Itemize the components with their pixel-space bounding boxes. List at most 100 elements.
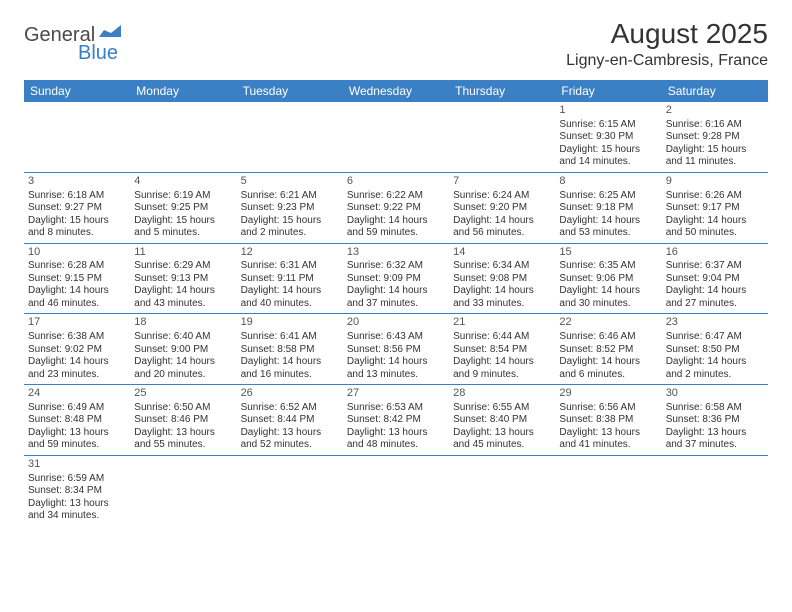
daylight-text: Daylight: 15 hours and 5 minutes. (134, 215, 232, 240)
sunset-text: Sunset: 9:30 PM (559, 131, 657, 144)
sunset-text: Sunset: 8:42 PM (347, 414, 445, 427)
day-number: 4 (134, 175, 232, 189)
calendar-day-empty (555, 455, 661, 525)
daylight-text: Daylight: 14 hours and 46 minutes. (28, 285, 126, 310)
sunrise-text: Sunrise: 6:22 AM (347, 190, 445, 203)
daylight-text: Daylight: 13 hours and 55 minutes. (134, 427, 232, 452)
calendar-week: 3Sunrise: 6:18 AMSunset: 9:27 PMDaylight… (24, 172, 768, 243)
sunrise-text: Sunrise: 6:25 AM (559, 190, 657, 203)
calendar-day: 30Sunrise: 6:58 AMSunset: 8:36 PMDayligh… (662, 385, 768, 456)
sunrise-text: Sunrise: 6:41 AM (241, 331, 339, 344)
sunset-text: Sunset: 9:18 PM (559, 202, 657, 215)
day-number: 18 (134, 316, 232, 330)
day-number: 16 (666, 246, 764, 260)
calendar-day-empty (343, 455, 449, 525)
calendar-day: 1Sunrise: 6:15 AMSunset: 9:30 PMDaylight… (555, 102, 661, 172)
calendar-day-empty (237, 455, 343, 525)
day-header: Monday (130, 80, 236, 102)
daylight-text: Daylight: 13 hours and 37 minutes. (666, 427, 764, 452)
day-number: 14 (453, 246, 551, 260)
day-number: 17 (28, 316, 126, 330)
calendar-day: 29Sunrise: 6:56 AMSunset: 8:38 PMDayligh… (555, 385, 661, 456)
calendar-day: 13Sunrise: 6:32 AMSunset: 9:09 PMDayligh… (343, 243, 449, 314)
day-number: 12 (241, 246, 339, 260)
calendar-day: 5Sunrise: 6:21 AMSunset: 9:23 PMDaylight… (237, 172, 343, 243)
day-number: 29 (559, 387, 657, 401)
calendar-table: SundayMondayTuesdayWednesdayThursdayFrid… (24, 80, 768, 526)
calendar-day: 27Sunrise: 6:53 AMSunset: 8:42 PMDayligh… (343, 385, 449, 456)
daylight-text: Daylight: 15 hours and 2 minutes. (241, 215, 339, 240)
day-number: 3 (28, 175, 126, 189)
sunset-text: Sunset: 8:50 PM (666, 344, 764, 357)
calendar-day: 20Sunrise: 6:43 AMSunset: 8:56 PMDayligh… (343, 314, 449, 385)
sunset-text: Sunset: 9:13 PM (134, 273, 232, 286)
calendar-day: 17Sunrise: 6:38 AMSunset: 9:02 PMDayligh… (24, 314, 130, 385)
day-number: 23 (666, 316, 764, 330)
daylight-text: Daylight: 14 hours and 30 minutes. (559, 285, 657, 310)
sunset-text: Sunset: 9:17 PM (666, 202, 764, 215)
calendar-day: 9Sunrise: 6:26 AMSunset: 9:17 PMDaylight… (662, 172, 768, 243)
day-header: Wednesday (343, 80, 449, 102)
logo-blue-text-wrap: Blue (24, 42, 118, 65)
day-number: 2 (666, 104, 764, 118)
day-header: Sunday (24, 80, 130, 102)
sunset-text: Sunset: 8:40 PM (453, 414, 551, 427)
calendar-day: 23Sunrise: 6:47 AMSunset: 8:50 PMDayligh… (662, 314, 768, 385)
day-number: 30 (666, 387, 764, 401)
day-number: 25 (134, 387, 232, 401)
sunrise-text: Sunrise: 6:47 AM (666, 331, 764, 344)
sunset-text: Sunset: 9:20 PM (453, 202, 551, 215)
sunrise-text: Sunrise: 6:28 AM (28, 260, 126, 273)
sunrise-text: Sunrise: 6:50 AM (134, 402, 232, 415)
sunset-text: Sunset: 8:48 PM (28, 414, 126, 427)
sunset-text: Sunset: 9:28 PM (666, 131, 764, 144)
sunrise-text: Sunrise: 6:24 AM (453, 190, 551, 203)
calendar-day-empty (130, 102, 236, 172)
calendar-day: 31Sunrise: 6:59 AMSunset: 8:34 PMDayligh… (24, 455, 130, 525)
sunset-text: Sunset: 9:00 PM (134, 344, 232, 357)
title-block: August 2025 Ligny-en-Cambresis, France (566, 18, 768, 70)
daylight-text: Daylight: 13 hours and 41 minutes. (559, 427, 657, 452)
calendar-day-empty (343, 102, 449, 172)
day-number: 20 (347, 316, 445, 330)
calendar-day: 3Sunrise: 6:18 AMSunset: 9:27 PMDaylight… (24, 172, 130, 243)
calendar-day: 2Sunrise: 6:16 AMSunset: 9:28 PMDaylight… (662, 102, 768, 172)
sunset-text: Sunset: 8:54 PM (453, 344, 551, 357)
sunset-text: Sunset: 8:56 PM (347, 344, 445, 357)
calendar-day: 6Sunrise: 6:22 AMSunset: 9:22 PMDaylight… (343, 172, 449, 243)
sunrise-text: Sunrise: 6:40 AM (134, 331, 232, 344)
sunset-text: Sunset: 9:11 PM (241, 273, 339, 286)
sunset-text: Sunset: 8:52 PM (559, 344, 657, 357)
day-header: Tuesday (237, 80, 343, 102)
daylight-text: Daylight: 14 hours and 53 minutes. (559, 215, 657, 240)
calendar-head: SundayMondayTuesdayWednesdayThursdayFrid… (24, 80, 768, 102)
day-number: 15 (559, 246, 657, 260)
sunrise-text: Sunrise: 6:49 AM (28, 402, 126, 415)
calendar-day: 11Sunrise: 6:29 AMSunset: 9:13 PMDayligh… (130, 243, 236, 314)
day-header: Saturday (662, 80, 768, 102)
calendar-day: 15Sunrise: 6:35 AMSunset: 9:06 PMDayligh… (555, 243, 661, 314)
calendar-week: 24Sunrise: 6:49 AMSunset: 8:48 PMDayligh… (24, 385, 768, 456)
calendar-day: 22Sunrise: 6:46 AMSunset: 8:52 PMDayligh… (555, 314, 661, 385)
calendar-day: 14Sunrise: 6:34 AMSunset: 9:08 PMDayligh… (449, 243, 555, 314)
calendar-day-empty (130, 455, 236, 525)
calendar-day: 18Sunrise: 6:40 AMSunset: 9:00 PMDayligh… (130, 314, 236, 385)
daylight-text: Daylight: 15 hours and 14 minutes. (559, 144, 657, 169)
calendar-week: 1Sunrise: 6:15 AMSunset: 9:30 PMDaylight… (24, 102, 768, 172)
sunrise-text: Sunrise: 6:35 AM (559, 260, 657, 273)
day-number: 5 (241, 175, 339, 189)
sunrise-text: Sunrise: 6:31 AM (241, 260, 339, 273)
sunset-text: Sunset: 9:25 PM (134, 202, 232, 215)
daylight-text: Daylight: 14 hours and 59 minutes. (347, 215, 445, 240)
day-number: 26 (241, 387, 339, 401)
sunrise-text: Sunrise: 6:21 AM (241, 190, 339, 203)
calendar-body: 1Sunrise: 6:15 AMSunset: 9:30 PMDaylight… (24, 102, 768, 526)
day-number: 13 (347, 246, 445, 260)
daylight-text: Daylight: 13 hours and 59 minutes. (28, 427, 126, 452)
month-title: August 2025 (566, 18, 768, 50)
calendar-week: 31Sunrise: 6:59 AMSunset: 8:34 PMDayligh… (24, 455, 768, 525)
daylight-text: Daylight: 14 hours and 9 minutes. (453, 356, 551, 381)
header: General August 2025 Ligny-en-Cambresis, … (24, 18, 768, 70)
sunset-text: Sunset: 9:02 PM (28, 344, 126, 357)
sunrise-text: Sunrise: 6:15 AM (559, 119, 657, 132)
